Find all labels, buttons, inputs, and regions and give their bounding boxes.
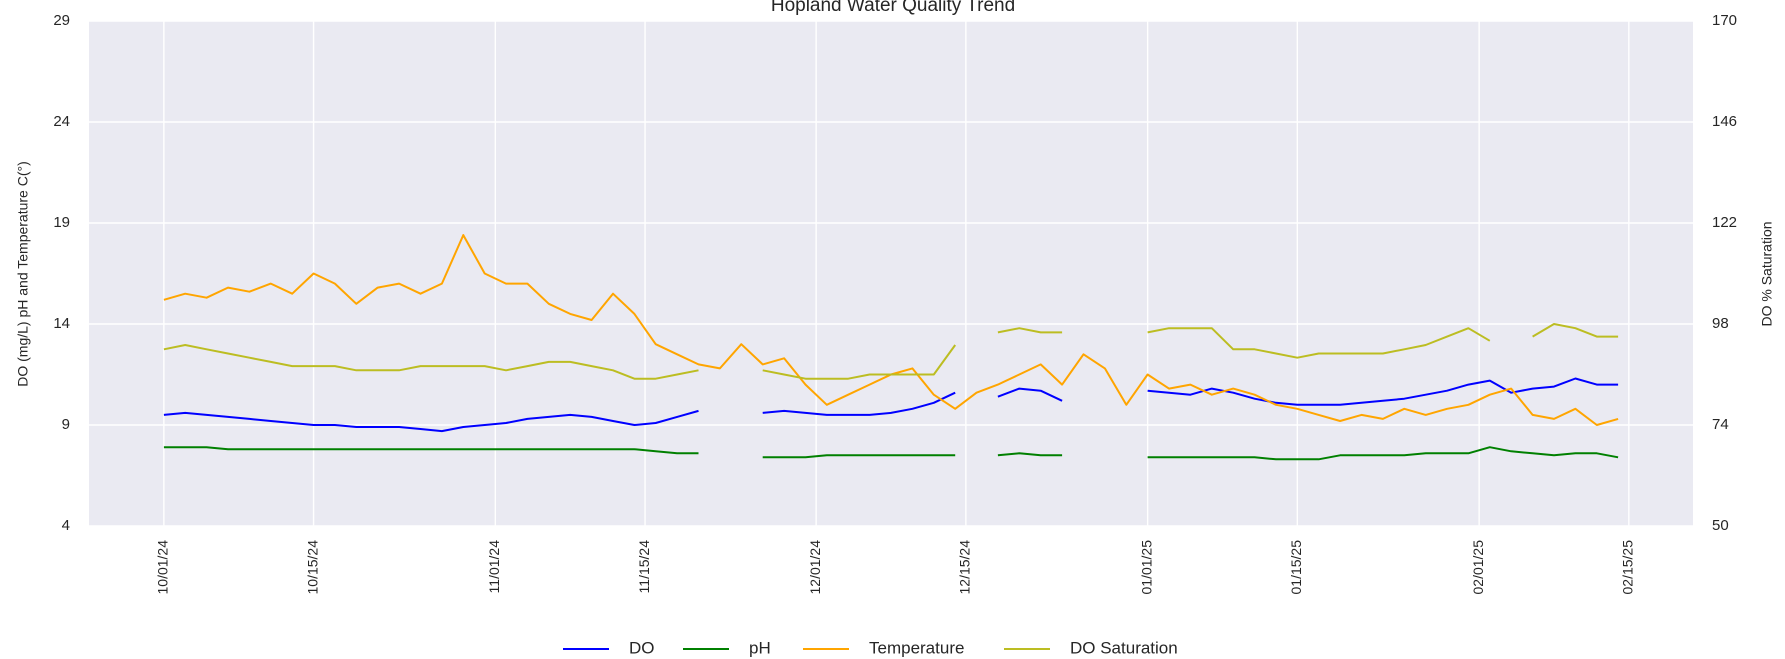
legend-label: DO bbox=[629, 638, 655, 657]
y-tick-label: 29 bbox=[53, 12, 70, 29]
y-tick-label: 14 bbox=[53, 315, 70, 332]
legend-label: DO Saturation bbox=[1070, 638, 1178, 657]
x-tick-label: 11/15/24 bbox=[636, 540, 652, 594]
y-tick-label: 24 bbox=[53, 113, 70, 130]
y2-tick-label: 50 bbox=[1712, 517, 1729, 534]
x-tick-label: 10/15/24 bbox=[304, 540, 320, 595]
x-tick-label: 01/15/25 bbox=[1288, 540, 1304, 595]
y2-axis-label: DO % Saturation bbox=[1759, 221, 1775, 326]
x-tick-label: 02/01/25 bbox=[1470, 540, 1486, 595]
labels: 4 9 14 19 24 29 50 74 98 122 146 170 10/01/24 10/15/2… bbox=[53, 12, 1737, 595]
series-line bbox=[163, 446, 1619, 461]
series-line bbox=[163, 323, 1619, 380]
legend-label: pH bbox=[749, 638, 771, 657]
x-tick-label: 01/01/25 bbox=[1138, 540, 1154, 595]
x-tick-label: 11/01/24 bbox=[486, 540, 502, 594]
plot-background bbox=[89, 21, 1693, 526]
y2-tick-label: 98 bbox=[1712, 315, 1729, 332]
lines bbox=[163, 234, 1619, 461]
x-tick-label: 10/01/24 bbox=[155, 540, 171, 595]
y-tick-label: 19 bbox=[53, 214, 70, 231]
x-tick-label: 12/15/24 bbox=[957, 540, 973, 595]
series-line bbox=[163, 377, 1619, 433]
x-tick-label: 12/01/24 bbox=[807, 540, 823, 595]
chart-title: Hopland Water Quality Trend bbox=[771, 0, 1015, 16]
y2-tick-label: 170 bbox=[1712, 12, 1737, 29]
x-tick-label: 02/15/25 bbox=[1620, 540, 1636, 595]
y-tick-label: 4 bbox=[62, 517, 70, 534]
y-tick-label: 9 bbox=[62, 416, 70, 433]
y2-tick-label: 122 bbox=[1712, 214, 1737, 231]
y2-tick-label: 146 bbox=[1712, 113, 1737, 130]
y-axis-label: DO (mg/L) pH and Temperature C(°) bbox=[15, 161, 31, 387]
y2-tick-label: 74 bbox=[1712, 416, 1729, 433]
legend: DO pH Temperature DO Saturation bbox=[563, 638, 1178, 657]
legend-label: Temperature bbox=[869, 638, 964, 657]
grid bbox=[89, 20, 1693, 527]
